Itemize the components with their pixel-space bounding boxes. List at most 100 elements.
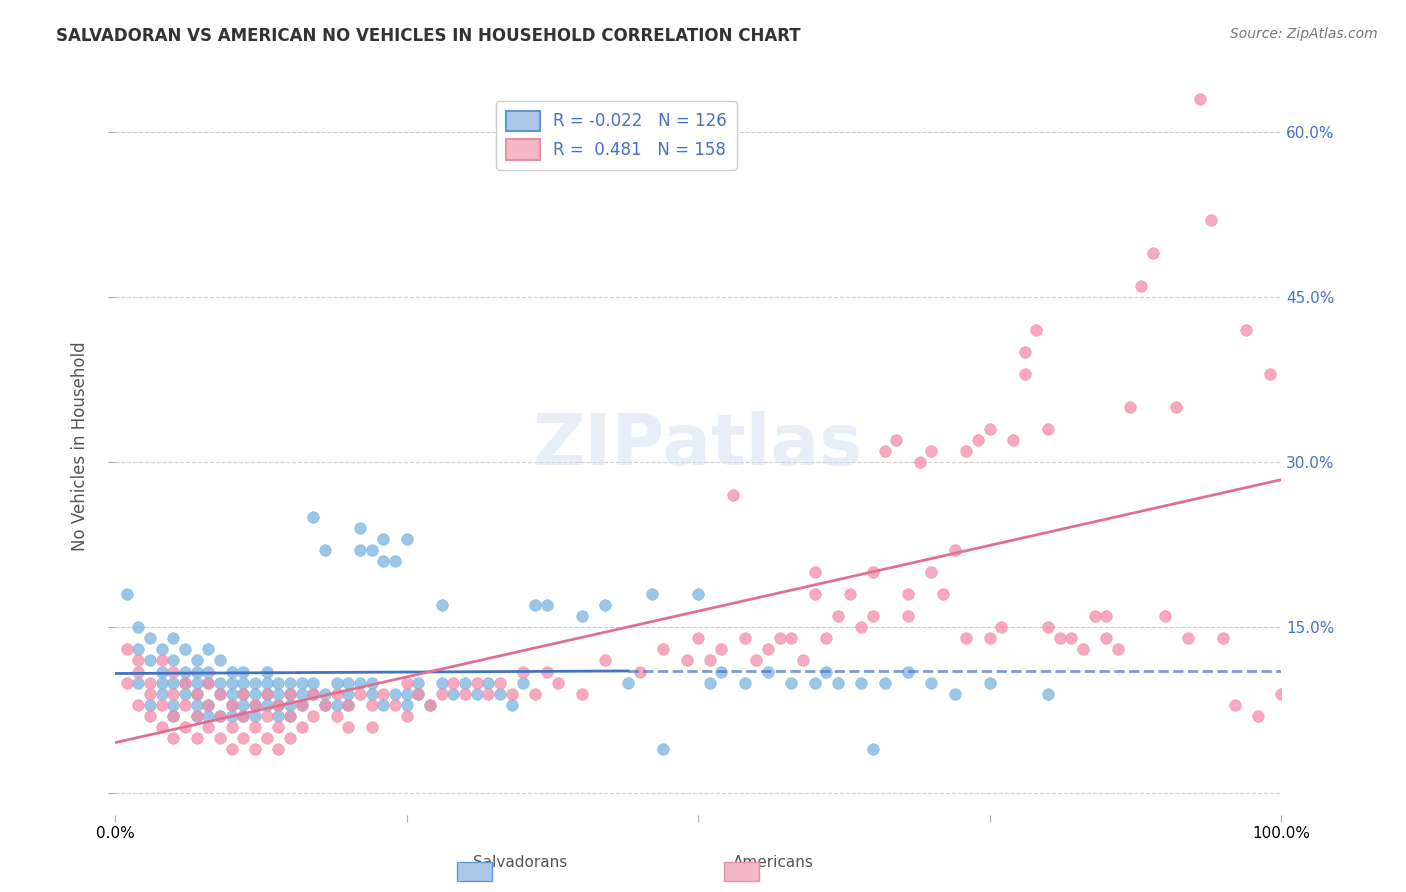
Point bbox=[406, 686, 429, 700]
Point bbox=[325, 698, 347, 712]
Point bbox=[1153, 609, 1175, 624]
Point bbox=[314, 543, 336, 558]
Point bbox=[337, 698, 360, 712]
Point bbox=[186, 698, 208, 712]
Text: SALVADORAN VS AMERICAN NO VEHICLES IN HOUSEHOLD CORRELATION CHART: SALVADORAN VS AMERICAN NO VEHICLES IN HO… bbox=[56, 27, 801, 45]
Point bbox=[1234, 323, 1257, 337]
Point bbox=[523, 599, 546, 613]
Point bbox=[139, 675, 162, 690]
Point bbox=[1223, 698, 1246, 712]
Point bbox=[139, 653, 162, 667]
Point bbox=[1258, 368, 1281, 382]
Point bbox=[419, 698, 441, 712]
Point bbox=[197, 675, 219, 690]
Point bbox=[920, 675, 942, 690]
Point bbox=[1201, 213, 1223, 227]
Point bbox=[501, 698, 523, 712]
Point bbox=[827, 675, 849, 690]
Point bbox=[523, 686, 546, 700]
Point bbox=[267, 698, 290, 712]
Point bbox=[256, 698, 278, 712]
Point bbox=[232, 698, 254, 712]
Point bbox=[115, 675, 138, 690]
Point bbox=[174, 665, 197, 679]
Point bbox=[395, 698, 418, 712]
Point bbox=[337, 675, 360, 690]
Point bbox=[278, 675, 301, 690]
Point bbox=[150, 642, 173, 657]
Point bbox=[1247, 708, 1270, 723]
Point bbox=[756, 665, 779, 679]
Point bbox=[232, 675, 254, 690]
Point bbox=[208, 731, 231, 745]
Point bbox=[278, 698, 301, 712]
Point bbox=[547, 675, 569, 690]
Point bbox=[186, 686, 208, 700]
Point bbox=[815, 665, 838, 679]
Point bbox=[536, 665, 558, 679]
Point bbox=[571, 686, 593, 700]
Point bbox=[873, 444, 896, 458]
Point bbox=[290, 698, 312, 712]
Point bbox=[734, 632, 756, 646]
Point bbox=[115, 587, 138, 601]
Point bbox=[197, 698, 219, 712]
Point bbox=[886, 434, 908, 448]
Point bbox=[1049, 632, 1071, 646]
Point bbox=[232, 686, 254, 700]
Point bbox=[640, 587, 662, 601]
Point bbox=[512, 665, 534, 679]
Point bbox=[873, 675, 896, 690]
Text: ZIPatlas: ZIPatlas bbox=[533, 411, 863, 481]
Point bbox=[851, 620, 873, 634]
Point bbox=[419, 698, 441, 712]
Point bbox=[780, 675, 803, 690]
Point bbox=[221, 741, 243, 756]
Point bbox=[290, 675, 312, 690]
Point bbox=[278, 686, 301, 700]
Point bbox=[1002, 434, 1025, 448]
Point bbox=[990, 620, 1012, 634]
Point bbox=[314, 686, 336, 700]
Point bbox=[675, 653, 697, 667]
Text: Source: ZipAtlas.com: Source: ZipAtlas.com bbox=[1230, 27, 1378, 41]
Point bbox=[337, 698, 360, 712]
Point bbox=[162, 731, 184, 745]
Point bbox=[617, 675, 640, 690]
Point bbox=[384, 686, 406, 700]
Point bbox=[979, 422, 1001, 436]
Point bbox=[162, 698, 184, 712]
Point bbox=[1212, 632, 1234, 646]
Point bbox=[652, 642, 675, 657]
Point bbox=[1025, 323, 1047, 337]
Point bbox=[373, 698, 395, 712]
Point bbox=[1084, 609, 1107, 624]
Point bbox=[1071, 642, 1094, 657]
Point bbox=[267, 675, 290, 690]
Point bbox=[197, 675, 219, 690]
Point bbox=[174, 686, 197, 700]
Point bbox=[290, 698, 312, 712]
Point bbox=[127, 653, 149, 667]
Point bbox=[955, 632, 977, 646]
Point bbox=[139, 708, 162, 723]
Point bbox=[302, 510, 325, 524]
Point bbox=[232, 665, 254, 679]
Y-axis label: No Vehicles in Household: No Vehicles in Household bbox=[72, 341, 89, 550]
Point bbox=[862, 566, 884, 580]
Point bbox=[186, 708, 208, 723]
Point bbox=[256, 731, 278, 745]
Point bbox=[162, 675, 184, 690]
Point bbox=[792, 653, 814, 667]
Point bbox=[267, 708, 290, 723]
Point bbox=[186, 675, 208, 690]
Point bbox=[827, 609, 849, 624]
Point bbox=[150, 675, 173, 690]
Point bbox=[780, 632, 803, 646]
Point bbox=[243, 741, 266, 756]
Point bbox=[441, 675, 464, 690]
Point bbox=[699, 675, 721, 690]
Text: Salvadorans: Salvadorans bbox=[472, 855, 568, 870]
Point bbox=[256, 686, 278, 700]
Point bbox=[221, 708, 243, 723]
